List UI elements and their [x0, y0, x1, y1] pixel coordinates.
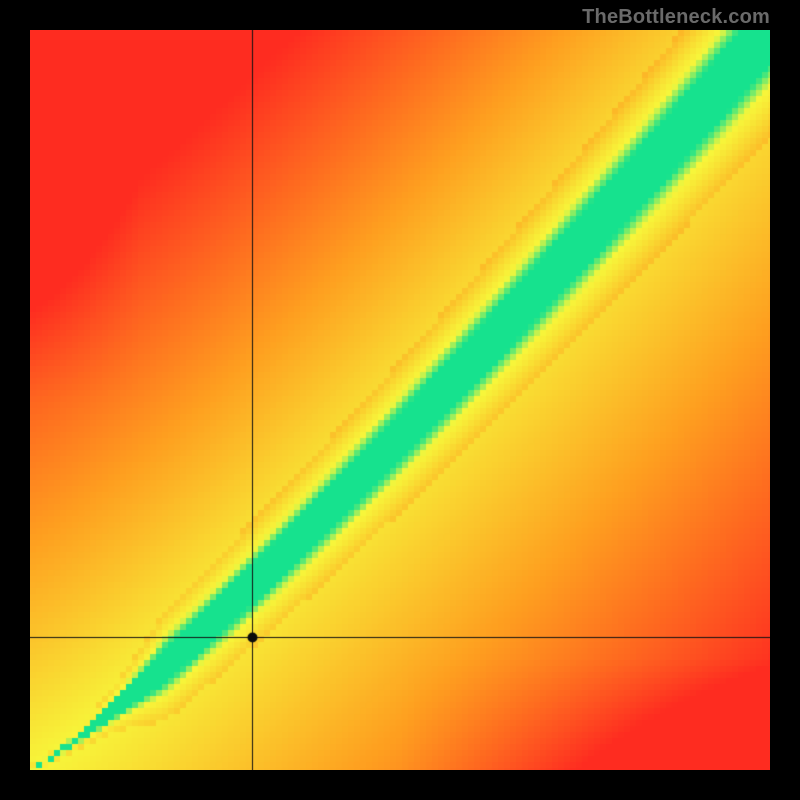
attribution-label: TheBottleneck.com: [582, 6, 770, 29]
heatmap-plot: [30, 30, 770, 770]
chart-container: { "attribution": "TheBottleneck.com", "l…: [0, 0, 800, 800]
